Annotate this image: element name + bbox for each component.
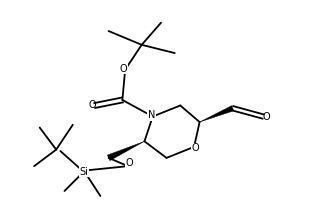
Text: O: O xyxy=(120,64,128,74)
Text: N: N xyxy=(148,110,155,120)
Text: Si: Si xyxy=(79,167,88,177)
Text: O: O xyxy=(126,158,133,168)
Polygon shape xyxy=(107,141,145,161)
Polygon shape xyxy=(200,106,234,122)
Text: O: O xyxy=(192,143,199,153)
Text: O: O xyxy=(88,101,96,111)
Text: O: O xyxy=(263,111,270,121)
